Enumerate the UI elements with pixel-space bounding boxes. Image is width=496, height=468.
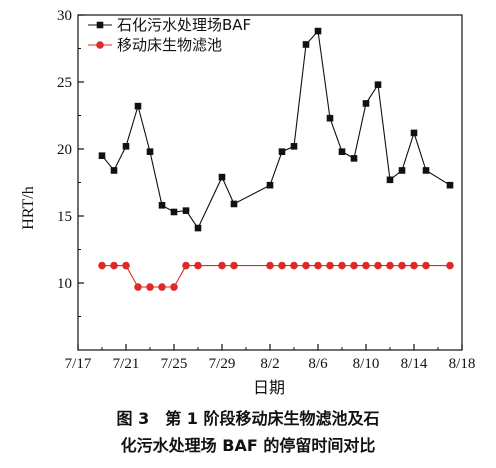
- series-line: [101, 29, 451, 230]
- x-axis-title: 日期: [253, 379, 285, 397]
- data-point: [146, 283, 154, 291]
- x-tick-label: 8/10: [353, 356, 380, 372]
- series-2: [98, 261, 454, 291]
- axes: 10 15 20 25 30 7/17 7/21 7/25 7/29 8/2 8/6 8/10 8/14…: [57, 8, 475, 372]
- data-point: [446, 181, 454, 189]
- series-layer: [98, 27, 454, 291]
- data-point: [218, 173, 226, 181]
- y-tick-label: 30: [57, 8, 72, 24]
- data-point: [194, 224, 202, 232]
- legend-item: 移动床生物滤池: [88, 36, 222, 54]
- data-point: [218, 261, 226, 270]
- x-tick-label: 7/17: [65, 356, 92, 372]
- data-point: [350, 261, 358, 270]
- y-tick-label: 10: [57, 276, 72, 292]
- data-point: [146, 148, 154, 155]
- data-point: [398, 261, 406, 270]
- data-point: [134, 283, 142, 291]
- data-point: [98, 261, 106, 270]
- data-point: [182, 261, 190, 270]
- series-1: [98, 27, 454, 232]
- data-point: [374, 261, 382, 270]
- x-tick-label: 7/25: [161, 356, 188, 372]
- data-point: [290, 143, 298, 150]
- data-point: [314, 27, 322, 35]
- data-point: [122, 143, 130, 150]
- data-point: [230, 200, 238, 208]
- x-tick-label: 8/18: [449, 356, 476, 372]
- y-tick-label: 20: [57, 142, 72, 158]
- data-point: [122, 261, 130, 270]
- data-point: [326, 114, 334, 122]
- data-point: [410, 129, 418, 137]
- x-tick-label: 7/21: [113, 356, 140, 372]
- data-point: [158, 283, 166, 291]
- data-point: [110, 167, 118, 174]
- data-point: [410, 261, 418, 270]
- data-point: [98, 152, 106, 159]
- data-point: [362, 261, 370, 270]
- data-point: [278, 261, 286, 270]
- x-tick-label: 8/2: [260, 356, 279, 372]
- data-point: [422, 167, 430, 174]
- data-point: [302, 261, 310, 270]
- data-point: [266, 181, 274, 189]
- data-point: [230, 261, 238, 270]
- data-point: [386, 261, 394, 270]
- legend-label: 移动床生物滤池: [117, 36, 222, 54]
- legend: 石化污水处理场BAF 移动床生物滤池: [88, 16, 251, 54]
- data-point: [374, 81, 382, 88]
- y-axis-title: HRT/h: [20, 186, 37, 229]
- figure-caption: 图 3 第 1 阶段移动床生物滤池及石 化污水处理场 BAF 的停留时间对比: [0, 405, 496, 459]
- legend-item: 石化污水处理场BAF: [88, 16, 251, 34]
- x-tick-label: 8/6: [308, 356, 328, 372]
- data-point: [386, 176, 394, 184]
- data-point: [158, 201, 166, 209]
- data-point: [314, 261, 322, 270]
- data-point: [170, 208, 178, 216]
- data-point: [194, 261, 202, 270]
- data-point: [422, 261, 430, 270]
- x-tick-label: 8/14: [401, 356, 428, 372]
- data-point: [446, 261, 454, 270]
- data-point: [398, 167, 406, 174]
- data-point: [338, 148, 346, 155]
- data-point: [302, 41, 310, 48]
- data-point: [350, 155, 358, 162]
- legend-label: 石化污水处理场BAF: [117, 16, 251, 34]
- data-point: [182, 207, 190, 214]
- data-point: [338, 261, 346, 270]
- data-point: [266, 261, 274, 270]
- y-tick-label: 15: [57, 209, 72, 225]
- data-point: [362, 100, 370, 107]
- legend-marker: [96, 21, 104, 29]
- data-point: [134, 102, 142, 110]
- data-point: [110, 261, 118, 270]
- series-line: [102, 265, 450, 288]
- x-tick-label: 7/29: [209, 356, 236, 372]
- caption-line-1: 图 3 第 1 阶段移动床生物滤池及石: [116, 409, 380, 428]
- data-point: [326, 261, 334, 270]
- legend-marker: [96, 41, 104, 49]
- caption-line-2: 化污水处理场 BAF 的停留时间对比: [120, 436, 376, 455]
- y-tick-label: 25: [57, 75, 72, 91]
- data-point: [278, 148, 286, 155]
- data-point: [290, 261, 298, 270]
- data-point: [170, 283, 178, 291]
